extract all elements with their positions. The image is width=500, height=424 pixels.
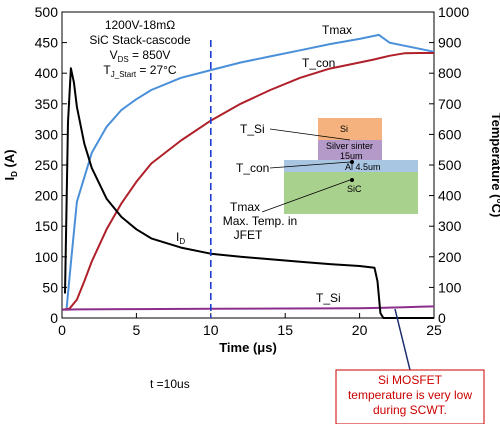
y2-tick-label: 800 — [438, 65, 462, 81]
x-tick-label: 10 — [203, 322, 219, 338]
inset-tmax-label-2: Max. Temp. in — [223, 214, 297, 228]
condition-line-1: 1200V-18mΩ — [105, 18, 175, 32]
y-tick-label: 0 — [50, 310, 58, 326]
inset-tcon-point — [350, 160, 354, 164]
y2-tick-label: 1000 — [438, 4, 469, 20]
test-conditions: 1200V-18mΩ SiC Stack-cascode VDS = 850V … — [89, 18, 191, 79]
callout-line-2: temperature is very low — [348, 388, 472, 402]
callout-box — [335, 369, 485, 424]
series-label-tmax: Tmax — [322, 23, 352, 37]
inset-sic-label: SiC — [347, 184, 362, 194]
inset-si-label: Si — [340, 124, 348, 134]
y-tick-label: 50 — [42, 279, 58, 295]
x-tick-label: 20 — [352, 322, 368, 338]
inset-tsi-label: T_Si — [240, 122, 265, 136]
y2-tick-label: 0 — [438, 310, 446, 326]
y-tick-label: 350 — [35, 96, 59, 112]
inset-tcon-leader — [269, 161, 351, 169]
y2-tick-label: 700 — [438, 96, 462, 112]
y-axis-title-unit: (A) — [2, 149, 17, 171]
y-axis-title: ID (A) — [2, 149, 19, 180]
x-tick-label: 25 — [426, 322, 442, 338]
x-tick-label: 15 — [277, 322, 293, 338]
series-label-tcon: T_con — [302, 56, 335, 70]
inset-tsi-leader — [269, 128, 351, 141]
x-tick-label: 5 — [133, 322, 141, 338]
y2-tick-label: 300 — [438, 218, 462, 234]
condition-line-3: VDS = 850V — [110, 48, 171, 64]
y-axis-title-sub: D — [10, 171, 19, 177]
y-tick-label: 500 — [35, 4, 59, 20]
inset-si-layer — [318, 118, 382, 140]
inset-tcon-label: T_con — [236, 161, 269, 175]
y-tick-label: 200 — [35, 188, 59, 204]
inset-tmax-point — [350, 178, 354, 182]
y-tick-label: 450 — [35, 35, 59, 51]
y2-tick-label: 200 — [438, 249, 462, 265]
layer-stack-inset: Si Silver sinter 15um Al 4.5um SiC T_Si … — [223, 118, 418, 242]
inset-al-label: Al 4.5um — [345, 162, 381, 172]
x-axis-title: Time (μs) — [219, 340, 277, 355]
callout-line-3: during SCWT. — [373, 403, 447, 417]
y2-tick-label: 900 — [438, 35, 462, 51]
series-label-id: ID — [176, 230, 185, 246]
inset-silver-sinter-label: Silver sinter — [326, 141, 373, 151]
inset-al-layer — [284, 160, 418, 172]
inset-tmax-label-3: JFET — [234, 228, 263, 242]
series-line-tmax — [65, 33, 435, 310]
y-axis-title-main: I — [2, 177, 17, 181]
series-label-tsi: T_Si — [316, 291, 341, 305]
y-tick-label: 100 — [35, 249, 59, 265]
t10-marker-label: t =10us — [150, 377, 190, 391]
inset-silver-sinter-thickness: 15um — [340, 151, 363, 161]
x-tick-label: 0 — [58, 322, 66, 338]
y-tick-label: 250 — [35, 157, 59, 173]
y-tick-label: 400 — [35, 65, 59, 81]
series-line-i-d — [64, 67, 434, 319]
callout-leader — [394, 308, 411, 371]
condition-line-2: SiC Stack-cascode — [89, 33, 191, 47]
y2-tick-label: 500 — [438, 157, 462, 173]
y2-axis-title: Temperature (°C) — [489, 113, 500, 218]
inset-tmax-leader — [261, 179, 351, 213]
inset-silver-sinter-layer — [318, 140, 382, 160]
x-axis-ticks: 0 5 10 15 20 25 — [58, 313, 442, 338]
inset-tmax-label-1: Tmax — [230, 200, 260, 214]
y2-axis-ticks: 0 100 200 300 400 500 600 700 800 900 1000 — [429, 4, 469, 326]
y-tick-label: 300 — [35, 126, 59, 142]
callout-line-1: Si MOSFET — [378, 373, 443, 387]
series-line-t-si — [61, 305, 435, 311]
y-axis-ticks: 0 50 100 150 200 250 300 350 400 450 500 — [35, 4, 67, 326]
y-tick-label: 150 — [35, 218, 59, 234]
y2-tick-label: 100 — [438, 279, 462, 295]
y2-tick-label: 400 — [438, 188, 462, 204]
condition-line-4: TJ_Start = 27°C — [103, 63, 177, 79]
y2-tick-label: 600 — [438, 126, 462, 142]
